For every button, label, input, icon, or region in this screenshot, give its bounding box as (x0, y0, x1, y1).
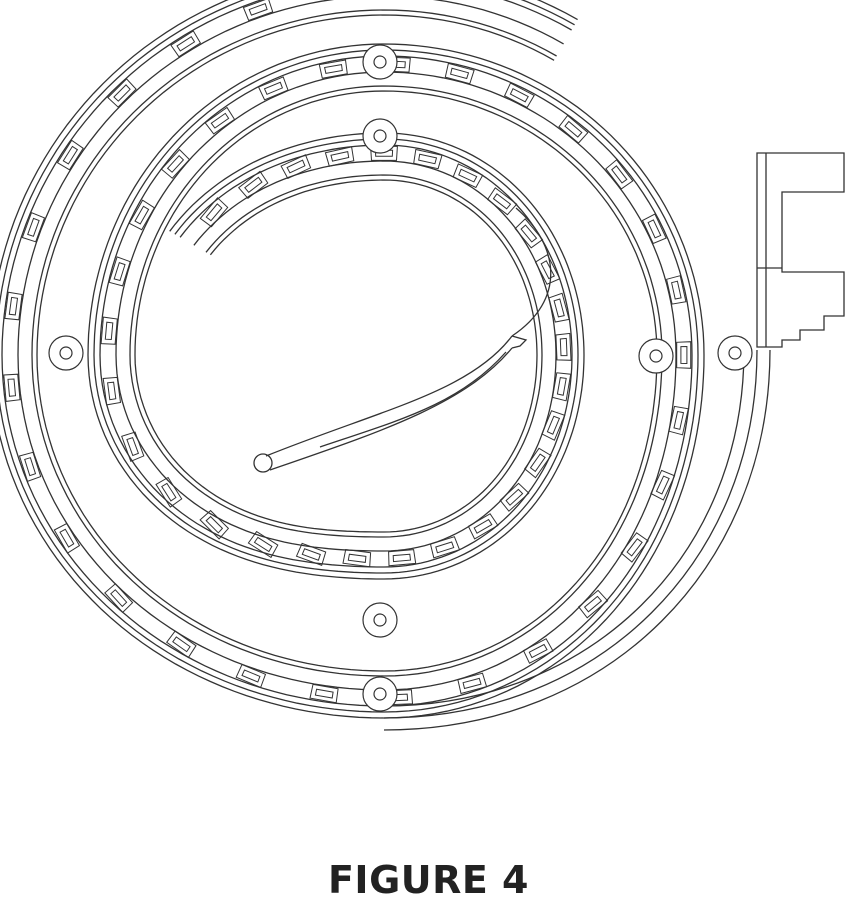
roller-slot-inner (557, 378, 566, 396)
roller-slots (4, 0, 691, 705)
roller-slot (556, 333, 571, 360)
roller-slot (20, 452, 41, 481)
roller-slot (389, 550, 416, 566)
roller-slot (468, 514, 498, 539)
roller-slot-inner (681, 347, 687, 364)
roller-slot (453, 164, 483, 188)
roller-slot-inner (265, 82, 283, 94)
spiral-track-drawing (0, 0, 857, 800)
hook-groove (320, 352, 506, 447)
roller-slot-inner (331, 152, 349, 162)
roller-slot (248, 532, 277, 558)
roller-slot-inner (419, 154, 437, 164)
roller-slot-inner (436, 542, 454, 553)
roller-slot (343, 550, 371, 567)
roller-slot-inner (325, 65, 343, 74)
roller-slot (109, 257, 130, 286)
roller-slot (103, 377, 120, 405)
spiral-channel-outer (2, 0, 692, 706)
mounting-hole (374, 614, 386, 626)
roller-slot (549, 293, 569, 322)
roller-slot (259, 77, 288, 100)
spiral-inner-lip (32, 10, 662, 676)
mounting-hole (374, 56, 386, 68)
mounting-hole (374, 130, 386, 142)
spiral-outer-lip (0, 0, 698, 712)
roller-slot-inner (25, 458, 36, 476)
roller-slot (667, 276, 686, 304)
roller-slot-inner (348, 554, 366, 562)
roller-slot-inner (393, 554, 410, 561)
figure-caption: FIGURE 4 (0, 858, 857, 902)
roller-slot (414, 150, 442, 169)
roller-slot-inner (108, 382, 116, 400)
roller-slot-inner (674, 412, 684, 430)
roller-slot-inner (463, 678, 481, 688)
roller-slot-inner (105, 322, 113, 339)
mounting-hole (374, 688, 386, 700)
roller-slot (677, 342, 691, 369)
roller-slot (101, 317, 117, 344)
roller-slot (243, 0, 272, 21)
roller-slot (122, 432, 144, 461)
roller-slot-inner (9, 297, 17, 315)
roller-slot-inner (451, 68, 469, 78)
end-bracket-outline (757, 153, 844, 347)
roller-slot-inner (315, 689, 333, 698)
roller-slot (5, 292, 22, 320)
mounting-holes (49, 45, 752, 711)
roller-slot (22, 213, 44, 242)
roller-slot (458, 673, 487, 693)
roller-slot-inner (28, 218, 39, 236)
roller-slot (4, 374, 20, 401)
roller-slot-inner (127, 438, 138, 456)
roller-slot-inner (302, 549, 320, 560)
roller-slot-inner (554, 299, 564, 317)
hook-tip (254, 454, 272, 472)
roller-slot-inner (249, 4, 267, 15)
roller-slot (431, 537, 460, 558)
mounting-hole (60, 347, 72, 359)
roller-slot (445, 63, 474, 83)
end-bracket (757, 153, 844, 347)
mounting-hole (729, 347, 741, 359)
roller-slot-inner (672, 281, 682, 299)
roller-slot-inner (114, 263, 125, 281)
roller-slot-inner (560, 338, 567, 355)
roller-slot (524, 639, 554, 663)
roller-slot-inner (8, 379, 16, 396)
hook-arm (266, 336, 512, 456)
hook-notch (512, 336, 526, 348)
mounting-hole (650, 350, 662, 362)
